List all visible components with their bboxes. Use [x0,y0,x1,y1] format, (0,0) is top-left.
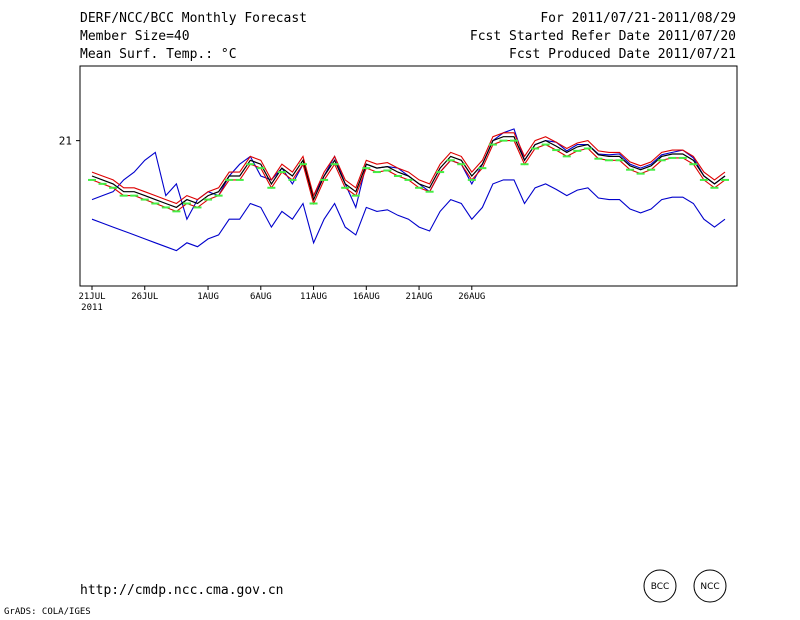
observed-point [246,163,255,166]
observed-point [161,206,170,209]
observed-point [699,178,708,181]
observed-point [235,178,244,181]
member-size: Member Size=40 [80,29,190,44]
observed-point [594,157,603,160]
observed-point [488,143,497,146]
observed-point [109,186,118,189]
observed-point [710,186,719,189]
year-label: 2011 [81,303,103,313]
variable-label: Mean Surf. Temp.: °C [80,47,237,62]
ncc-logo [693,569,727,603]
observed-point [415,186,424,189]
observed-point [425,190,434,193]
observed-point [88,178,96,181]
x-tick-label: 21AUG [406,292,433,302]
series-group [88,128,729,252]
observed-point [478,167,487,170]
observed-point [130,194,139,197]
observed-point [541,143,550,146]
bcc-logo-text: BCC [651,582,670,592]
observed-point [531,147,540,150]
observed-point [520,163,529,166]
observed-point [457,163,466,166]
observed-point [499,139,508,142]
series-mean [91,136,726,209]
source-url[interactable]: http://cmdp.ncc.cma.gov.cn [80,583,284,598]
observed-point [668,156,677,159]
observed-point [98,182,107,185]
observed-point [446,159,455,162]
observed-point [351,194,360,197]
observed-point [404,178,413,181]
observed-point [552,149,561,152]
observed-point [657,159,666,162]
x-tick-label: 26AUG [458,292,485,302]
chart-title: DERF/NCC/BCC Monthly Forecast [80,11,307,26]
observed-point [467,178,476,181]
observed-point [330,163,339,166]
observed-point [182,202,191,205]
observed-point [372,171,381,174]
observed-point [436,171,445,174]
x-tick-label: 11AUG [300,292,327,302]
observed-point [383,169,392,172]
series-max [91,128,726,221]
observed-point [647,168,656,171]
observed-point [636,172,645,175]
y-tick-label: 21 [59,135,72,148]
observed-point [277,171,286,174]
x-tick-label: 21JUL [78,292,105,302]
observed-point [151,202,160,205]
observed-point [119,194,128,197]
observed-point [689,163,698,166]
series-min [91,179,726,252]
observed-point [204,198,213,201]
observed-point [214,194,223,197]
observed-point [510,139,518,142]
grads-credit: GrADS: COLA/IGES [4,607,91,617]
observed-point [140,198,149,201]
logos: BCC NCC [643,569,727,603]
observed-point [309,202,318,205]
produced-date: Fcst Produced Date 2011/07/21 [509,47,736,62]
observed-point [288,178,297,181]
forecast-period: For 2011/07/21-2011/08/29 [540,11,736,26]
ncc-logo-text: NCC [700,582,719,592]
started-date: Fcst Started Refer Date 2011/07/20 [469,29,736,44]
observed-point [393,175,402,177]
observed-point [626,168,635,171]
observed-point [615,159,624,162]
series-upper [91,132,726,205]
observed-point [573,149,582,152]
x-tick-label: 1AUG [197,292,219,302]
plot-frame [79,65,738,287]
observed-point [678,156,687,159]
x-tick-label: 26JUL [131,292,158,302]
x-tick-label: 16AUG [353,292,380,302]
observed-point [193,206,202,209]
observed-point [225,178,234,181]
observed-point [172,210,181,213]
observed-point [604,159,613,162]
observed-point [341,186,350,189]
observed-point [562,155,571,158]
x-tick-label: 6AUG [250,292,272,302]
observed-point [299,163,307,166]
observed-point [256,167,265,170]
observed-point [721,178,729,181]
observed-point [267,186,276,189]
observed-point [320,178,329,181]
bcc-logo [643,569,677,603]
observed-point [583,147,592,150]
observed-point [362,167,371,170]
